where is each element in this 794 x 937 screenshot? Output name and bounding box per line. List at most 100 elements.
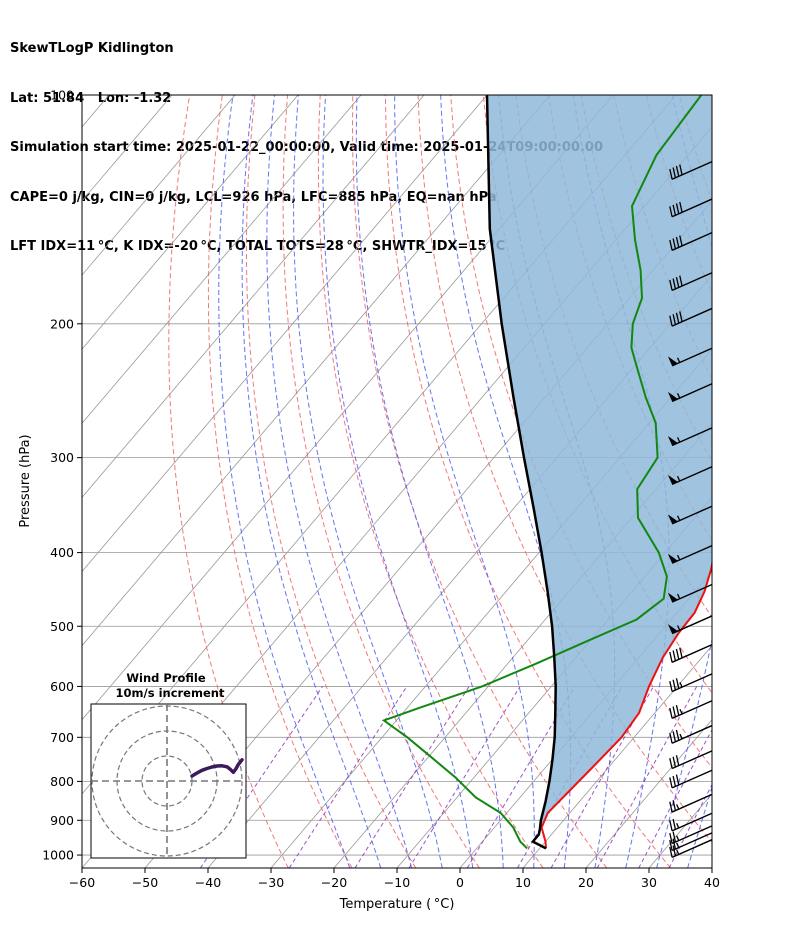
barb-flag — [672, 731, 677, 742]
dry-adiabat-line — [168, 95, 289, 868]
barb-staff — [671, 466, 712, 486]
barb-flag — [669, 239, 673, 251]
moist-adiabat-line — [355, 95, 504, 868]
mixing-ratio-lines — [199, 686, 712, 868]
wind-barb — [669, 272, 712, 292]
barb-staff — [671, 347, 712, 367]
moist-adiabat-line — [687, 785, 712, 868]
moist-adiabat-line — [440, 95, 572, 868]
barb-flag — [669, 801, 673, 813]
barb-staff — [671, 427, 712, 447]
wind-barb — [669, 198, 712, 218]
barb-pennant — [667, 474, 678, 485]
barb-flag — [672, 204, 677, 216]
barb-flag — [669, 758, 673, 769]
barb-flag — [675, 729, 680, 741]
moist-adiabat-line — [656, 95, 712, 868]
y-tick-label: 900 — [50, 813, 74, 828]
moist-adiabat-line — [719, 95, 794, 868]
dry-adiabat-line — [245, 95, 417, 868]
dry-adiabat-line — [417, 95, 712, 843]
temperature-line — [540, 559, 712, 849]
dry-adiabat-line — [282, 95, 480, 868]
cape-line: CAPE=0 j/kg, CIN=0 j/kg, LCL=926 hPa, LF… — [10, 189, 497, 205]
wind-barb — [667, 544, 712, 564]
x-tick-label: −60 — [69, 875, 95, 890]
x-tick-label: 40 — [704, 875, 720, 890]
barb-half-flag — [676, 835, 680, 841]
barb-flag — [679, 275, 683, 287]
barb-flag — [672, 845, 677, 857]
barb-flag — [672, 818, 677, 830]
moist-adiabat-line — [322, 95, 474, 868]
barb-half-flag — [677, 625, 681, 631]
moist-adiabat-line — [241, 95, 382, 868]
y-tick-label: 300 — [50, 450, 74, 465]
mixing-ratio-line — [596, 686, 698, 868]
wind-barb — [667, 583, 712, 603]
wind-barb — [669, 793, 712, 813]
barb-flag — [672, 238, 677, 249]
barb-flag — [675, 203, 680, 214]
barb-flag — [675, 236, 680, 248]
wind-barb — [667, 505, 712, 525]
chart-title: SkewTLogP Kidlington — [10, 41, 174, 56]
barb-flag — [672, 650, 677, 661]
wind-barb — [669, 769, 712, 789]
isotherm-line — [82, 95, 236, 276]
barb-flag — [669, 279, 673, 291]
hodograph-subtitle: 10m/s increment — [116, 686, 225, 700]
barb-staff — [671, 583, 712, 603]
barb-flag — [675, 755, 680, 766]
barb-flag — [669, 820, 673, 832]
wind-barbs — [667, 161, 712, 858]
dry-adiabat-line — [351, 95, 608, 868]
wind-barb — [667, 427, 712, 447]
barb-flag — [669, 651, 673, 663]
mixing-ratio-line — [638, 728, 712, 868]
mixing-ratio-line — [354, 686, 470, 868]
wind-barb — [667, 615, 712, 635]
barb-half-flag — [679, 733, 683, 740]
y-tick-label: 200 — [50, 316, 74, 331]
barb-half-flag — [677, 554, 681, 561]
y-tick-label: 700 — [50, 730, 74, 745]
barb-half-flag — [677, 393, 681, 399]
barb-flag — [672, 800, 677, 811]
chart-header: SkewTLogP Kidlington Lat: 51.84 Lon: -1.… — [10, 8, 603, 272]
moist-adiabat-line — [394, 95, 535, 868]
barb-flag — [672, 838, 677, 850]
barb-flag — [675, 165, 680, 177]
hodograph-grid — [91, 704, 246, 858]
barb-flag — [669, 833, 673, 844]
barb-pennant — [667, 436, 678, 446]
barb-flag — [672, 278, 677, 290]
y-tick-label: 800 — [50, 774, 74, 789]
barb-flag — [679, 235, 683, 247]
barb-flag — [672, 314, 677, 325]
barb-half-flag — [677, 437, 681, 443]
isotherm-line — [711, 867, 712, 868]
wind-barb — [669, 724, 712, 744]
barb-half-flag — [676, 804, 680, 810]
hodograph-title: Wind Profile — [126, 671, 206, 685]
isotherm-line — [82, 95, 488, 573]
barb-half-flag — [677, 515, 681, 521]
wind-barb — [667, 466, 712, 486]
isotherm-line — [522, 645, 712, 868]
location-line: Lat: 51.84 Lon: -1.32 — [10, 90, 172, 106]
x-axis-ticks: −60 −50 −40 −30 −20 −10 0 10 20 30 40 — [69, 868, 720, 890]
x-tick-label: 10 — [515, 875, 531, 890]
y-tick-label: 100 — [50, 88, 74, 103]
barb-flag — [679, 201, 683, 213]
barb-staff — [671, 505, 712, 525]
y-tick-label: 400 — [50, 545, 74, 560]
barb-half-flag — [677, 357, 681, 363]
x-tick-label: 20 — [578, 875, 594, 890]
hodograph-trace — [190, 758, 244, 778]
barb-flag — [672, 706, 677, 718]
dry-adiabat-line — [711, 95, 712, 98]
y-axis-ticks: 100 200 300 400 500 600 700 800 900 1000 — [42, 88, 82, 863]
wind-barb — [667, 383, 712, 403]
